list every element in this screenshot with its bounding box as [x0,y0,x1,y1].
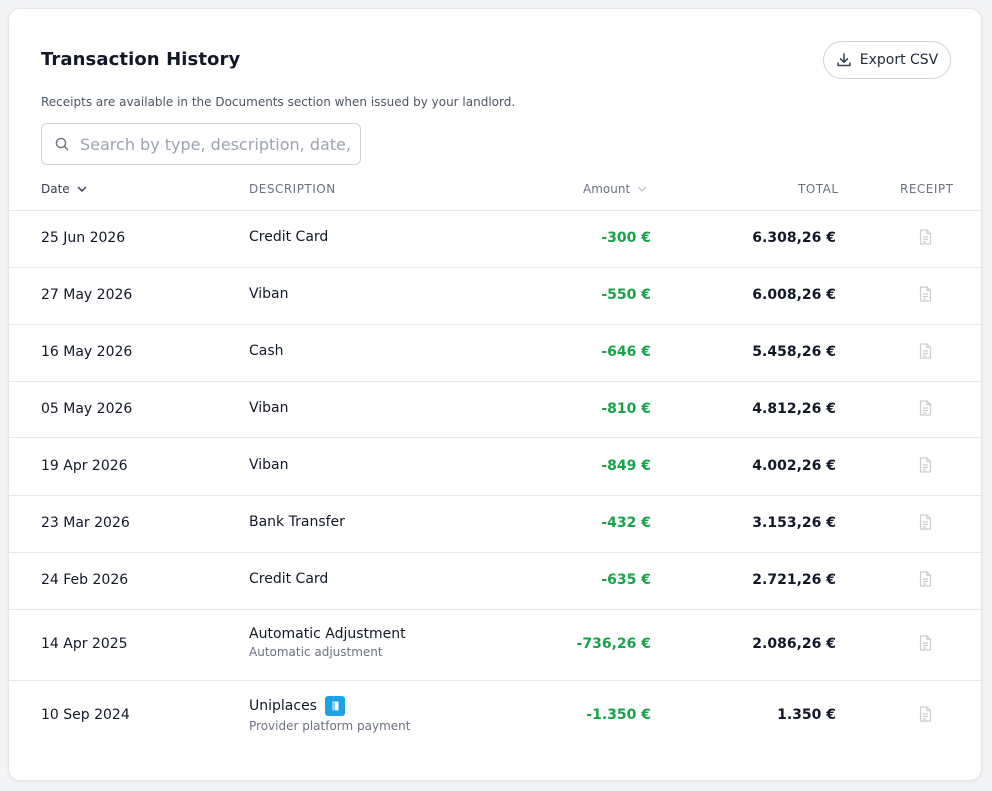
row-total: 4.002,26 € [752,458,836,474]
row-amount: -849 € [601,458,651,474]
table-row[interactable]: 23 Mar 2026 Bank Transfer -432 € 3.153,2… [9,495,981,553]
row-amount: -432 € [601,515,651,531]
table-row[interactable]: 25 Jun 2026 Credit Card -300 € 6.308,26 … [9,210,981,268]
receipt-button[interactable] [919,706,932,726]
page-title: Transaction History [41,49,241,70]
row-date: 23 Mar 2026 [41,515,130,531]
document-icon [919,706,932,722]
row-description-sub: Automatic adjustment [249,645,383,659]
table-header: Date DESCRIPTION Amount TOTAL RECEIPT [9,177,981,211]
search-input[interactable] [80,134,352,154]
row-amount: -646 € [601,344,651,360]
receipt-button[interactable] [919,400,932,420]
table-row[interactable]: 24 Feb 2026 Credit Card -635 € 2.721,26 … [9,552,981,610]
receipt-column-header: RECEIPT [900,182,954,196]
row-amount: -810 € [601,401,651,417]
download-icon [836,53,851,67]
row-date: 24 Feb 2026 [41,572,129,588]
row-description-sub: Provider platform payment [249,719,411,733]
amount-column-header[interactable]: Amount [583,182,648,196]
document-icon [919,343,932,359]
receipt-button[interactable] [919,457,932,477]
receipt-button[interactable] [919,286,932,306]
table-row[interactable]: 05 May 2026 Viban -810 € 4.812,26 € [9,381,981,438]
row-description-label: Cash [249,343,284,359]
description-header-label: DESCRIPTION [249,182,336,196]
row-date: 19 Apr 2026 [41,458,128,474]
row-date: 05 May 2026 [41,401,133,417]
row-description-label: Bank Transfer [249,514,345,530]
row-total: 2.086,26 € [752,636,836,652]
amount-header-label: Amount [583,182,631,196]
row-description-label: Viban [249,457,289,473]
description-column-header: DESCRIPTION [249,182,336,196]
receipt-button[interactable] [919,343,932,363]
receipt-button[interactable] [919,571,932,591]
row-total: 6.008,26 € [752,287,836,303]
search-field[interactable] [41,123,361,165]
date-column-header[interactable]: Date [41,182,88,196]
row-description: Uniplaces Provider platform payment [249,696,410,733]
row-description-label: Automatic Adjustment [249,626,406,642]
row-description: Cash [249,343,284,359]
uniplaces-logo-icon [324,696,345,716]
row-date: 10 Sep 2024 [41,707,130,723]
row-amount: -635 € [601,572,651,588]
document-icon [919,286,932,302]
row-description-label: Uniplaces [249,698,317,714]
row-amount: -550 € [601,287,651,303]
table-row[interactable]: 19 Apr 2026 Viban -849 € 4.002,26 € [9,437,981,496]
table-row[interactable]: 16 May 2026 Cash -646 € 5.458,26 € [9,324,981,382]
receipt-header-label: RECEIPT [900,182,954,196]
document-icon [919,229,932,245]
export-csv-button[interactable]: Export CSV [823,41,951,79]
receipt-button[interactable] [919,635,932,655]
row-description-label: Credit Card [249,229,329,245]
total-header-label: TOTAL [798,182,839,196]
row-amount: -736,26 € [576,636,651,652]
chevron-down-icon [637,186,647,192]
table-row[interactable]: 27 May 2026 Viban -550 € 6.008,26 € [9,267,981,325]
receipt-button[interactable] [919,229,932,249]
document-icon [919,400,932,416]
date-header-label: Date [41,182,70,196]
row-date: 27 May 2026 [41,287,133,303]
row-total: 2.721,26 € [752,572,836,588]
row-amount: -300 € [601,230,651,246]
row-description: Bank Transfer [249,514,345,530]
row-total: 3.153,26 € [752,515,836,531]
row-description: Viban [249,286,289,302]
document-icon [919,635,932,651]
row-description: Credit Card [249,229,328,245]
row-description-label: Viban [249,400,289,416]
row-description: Automatic Adjustment Automatic adjustmen… [249,626,406,659]
document-icon [919,457,932,473]
chevron-down-icon [77,186,86,192]
document-icon [919,571,932,587]
total-column-header: TOTAL [798,182,839,196]
row-description-label: Credit Card [249,571,329,587]
export-csv-label: Export CSV [859,52,939,68]
row-date: 16 May 2026 [41,344,133,360]
receipt-button[interactable] [919,514,932,534]
row-description: Viban [249,400,289,416]
row-total: 6.308,26 € [752,230,836,246]
search-icon [55,137,69,151]
row-total: 4.812,26 € [752,401,836,417]
table-row[interactable]: 14 Apr 2025 Automatic Adjustment Automat… [9,609,981,681]
row-description-label: Viban [249,286,289,302]
row-total: 5.458,26 € [752,344,836,360]
row-description: Credit Card [249,571,328,587]
receipts-notice: Receipts are available in the Documents … [41,95,516,109]
row-amount: -1.350 € [586,707,651,723]
table-row[interactable]: 10 Sep 2024 Uniplaces Provider platform … [9,680,981,752]
document-icon [919,514,932,530]
transaction-history-card: Transaction History Export CSV Receipts … [8,8,982,781]
row-total: 1.350 € [777,707,836,723]
row-date: 25 Jun 2026 [41,230,126,246]
row-date: 14 Apr 2025 [41,636,128,652]
row-description: Viban [249,457,289,473]
